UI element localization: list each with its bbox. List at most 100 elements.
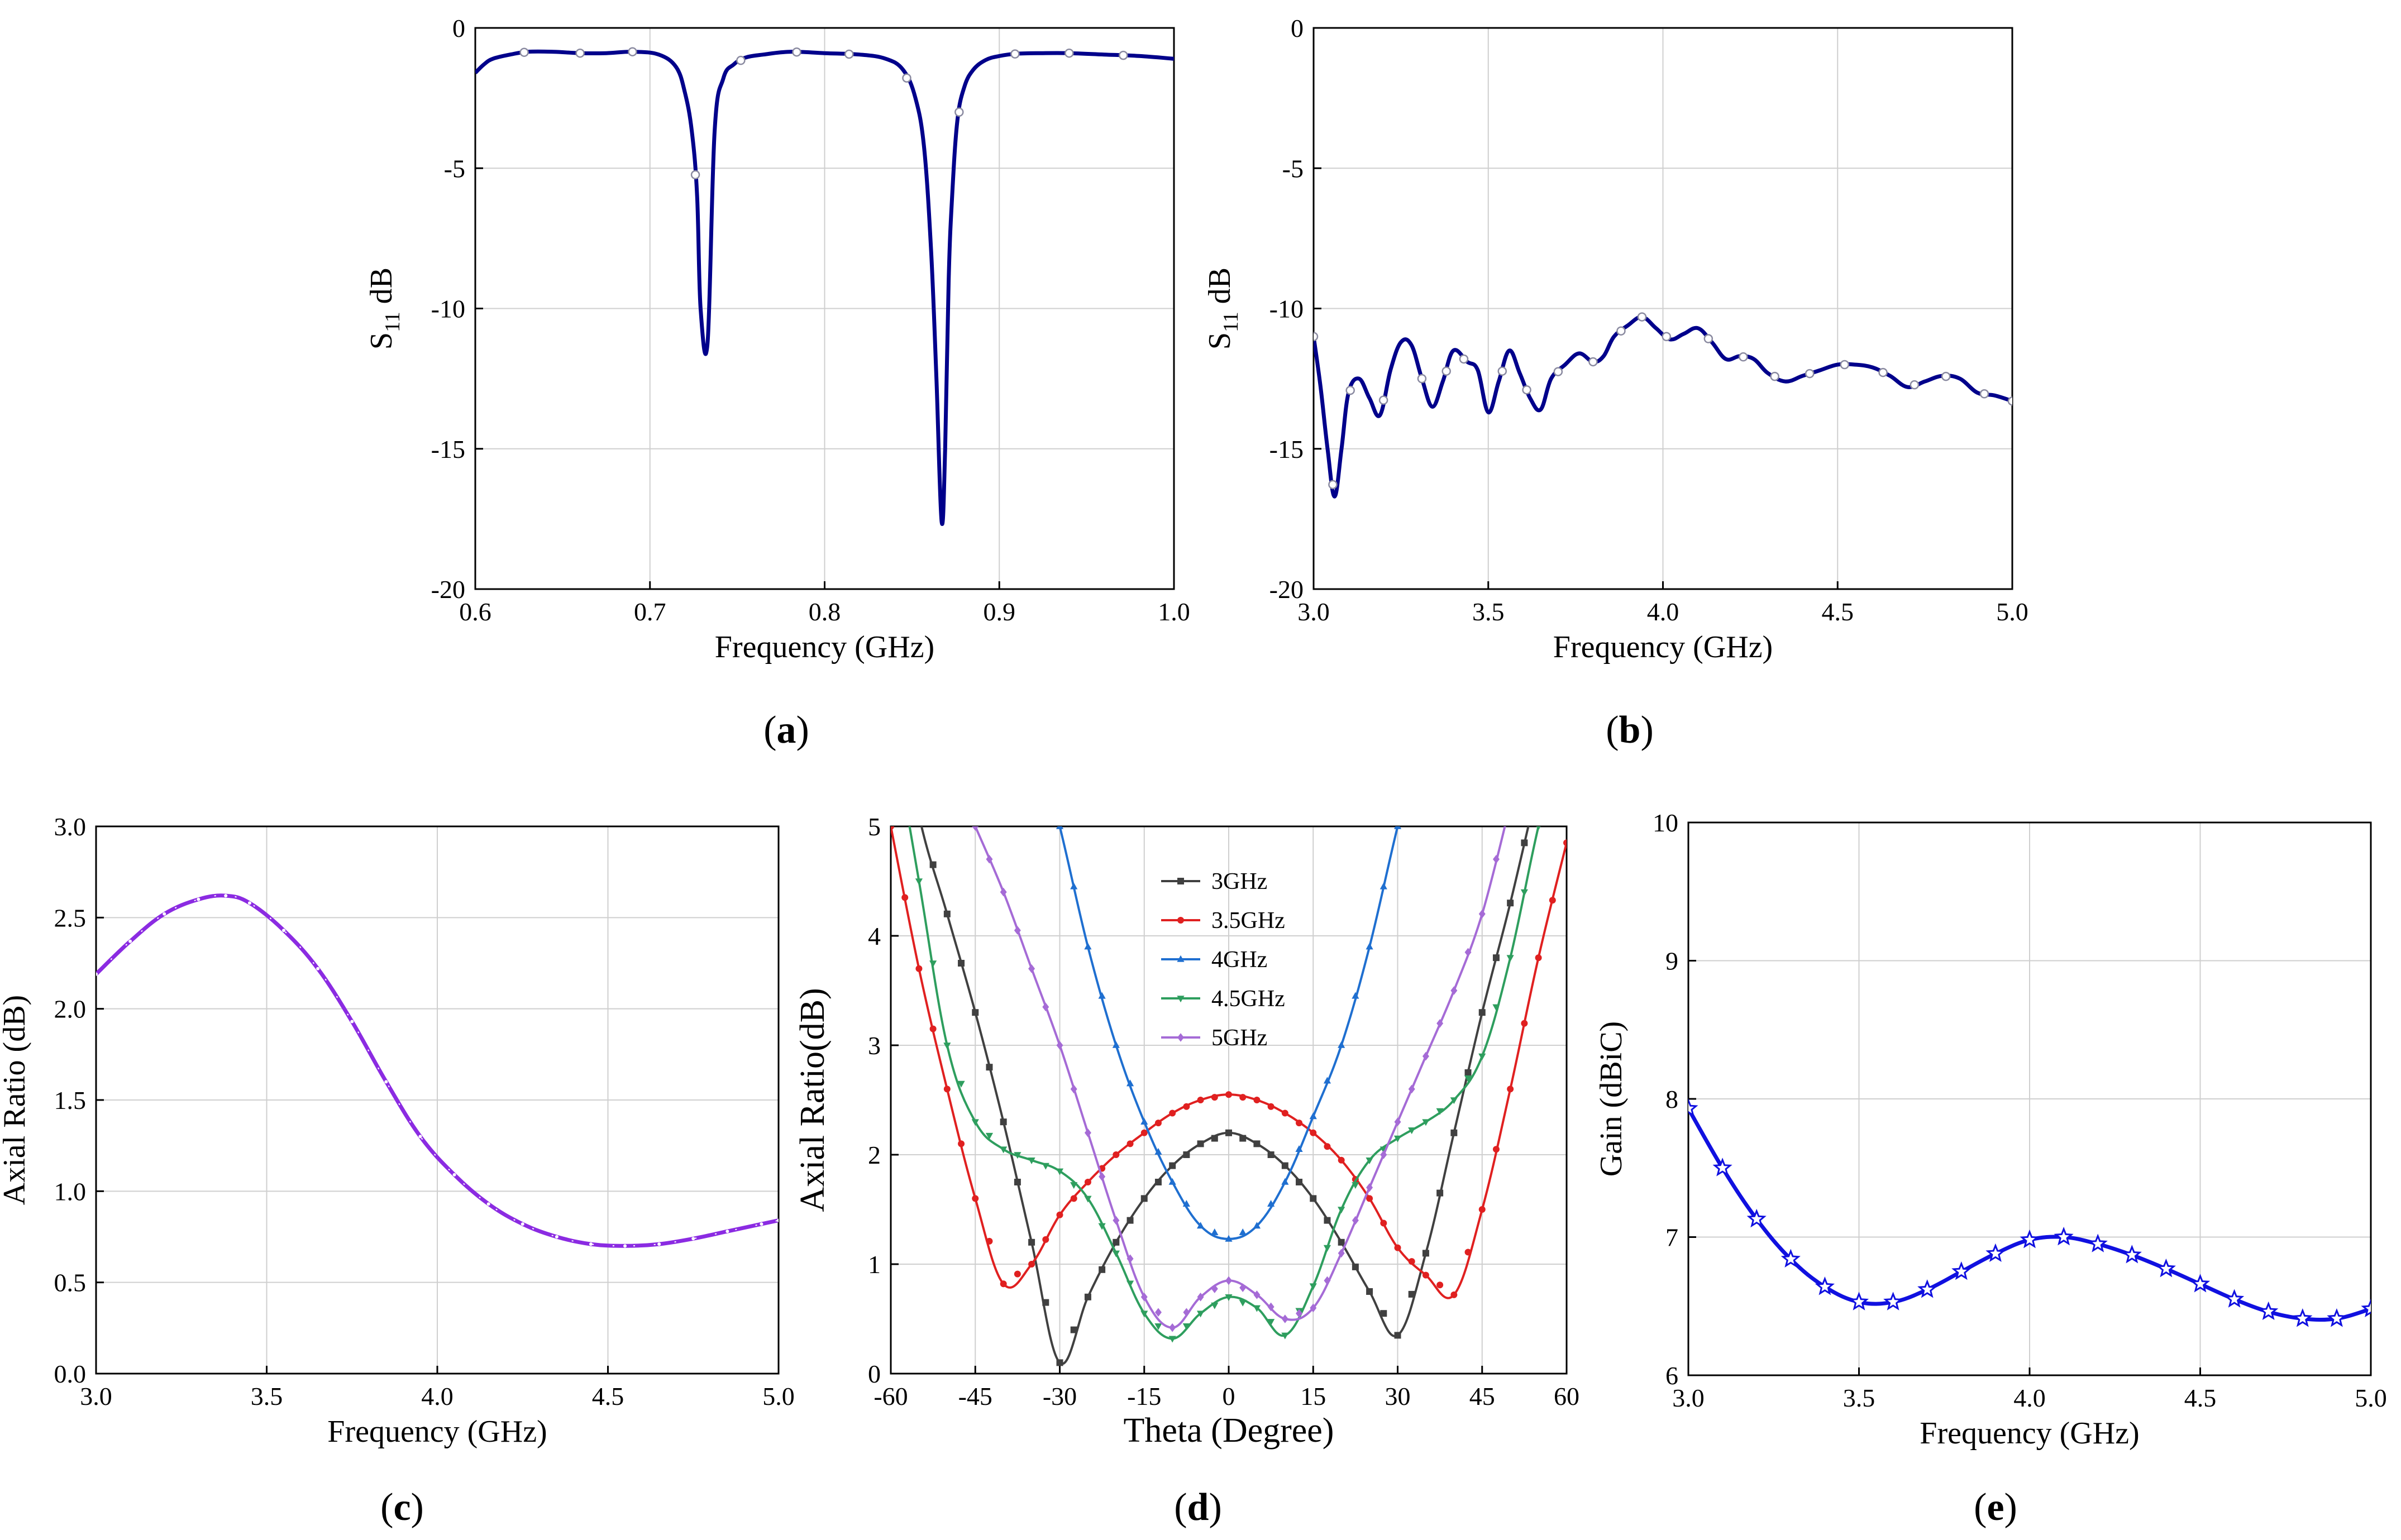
x-tick-label: 0.9	[984, 597, 1016, 626]
data-point	[1917, 1279, 1937, 1298]
x-tick-label: 3.0	[80, 1382, 112, 1410]
data-point	[1126, 1254, 1134, 1263]
data-point	[519, 47, 529, 57]
data-point	[1056, 1168, 1064, 1175]
data-point	[1553, 367, 1563, 376]
plot-frame	[474, 27, 1175, 590]
x-tick-label: 4.5	[1822, 597, 1854, 626]
data-point	[1536, 826, 1541, 831]
data-point	[1042, 1163, 1049, 1170]
plot-frame	[1312, 27, 2013, 590]
data-point	[1042, 1299, 1049, 1306]
data-point	[1781, 1249, 1801, 1268]
data-point	[1295, 1145, 1303, 1152]
x-tick-label: 0	[1223, 1382, 1235, 1410]
data-point	[957, 1080, 965, 1088]
data-point	[1309, 1112, 1317, 1120]
data-point	[1028, 1261, 1035, 1268]
data-point	[1281, 1314, 1288, 1323]
data-point	[1098, 992, 1106, 999]
data-point	[1099, 1172, 1106, 1181]
data-point	[1281, 1162, 1288, 1169]
y-axis-label: S11 dB	[364, 267, 404, 350]
x-tick-label: 4.5	[2184, 1384, 2217, 1412]
data-point	[1366, 1183, 1373, 1192]
legend-entry: 3.5GHz	[1211, 908, 1285, 934]
data-point	[1507, 900, 1514, 907]
data-point	[1168, 1336, 1176, 1343]
data-point	[1253, 1140, 1261, 1147]
data-point	[1225, 1276, 1232, 1285]
y-tick-label: 2.5	[54, 903, 87, 932]
data-point	[1197, 1293, 1204, 1302]
data-point	[1310, 1303, 1317, 1313]
data-point	[1126, 1079, 1134, 1087]
data-point	[1352, 992, 1359, 999]
data-point	[1521, 839, 1528, 846]
data-point	[902, 73, 911, 83]
data-point	[1492, 1146, 1500, 1153]
series-line-5GHz	[974, 826, 1506, 1329]
panel-label-e: (e)	[1974, 1486, 2017, 1529]
data-point	[1450, 1129, 1458, 1136]
y-axis-label: Axial Ratio(dB)	[794, 988, 832, 1212]
data-point	[1140, 1129, 1148, 1136]
data-point	[1380, 1150, 1387, 1159]
x-tick-label: 1.0	[1158, 597, 1190, 626]
data-point	[2327, 1308, 2347, 1327]
data-point	[1422, 1250, 1429, 1257]
data-point	[1113, 1216, 1120, 1225]
data-point	[1878, 367, 1888, 377]
y-tick-label: 1	[868, 1250, 881, 1279]
data-point	[1338, 1041, 1345, 1048]
data-point	[2007, 396, 2012, 406]
y-tick-label: -5	[1282, 154, 1304, 183]
data-point	[915, 965, 923, 972]
y-tick-label: 0	[868, 1360, 881, 1388]
data-point	[1478, 1053, 1486, 1060]
series-line	[1314, 315, 2012, 499]
data-point	[943, 1042, 951, 1050]
data-point	[1014, 1152, 1022, 1159]
data-point	[1042, 1002, 1049, 1012]
y-tick-label: 1.0	[54, 1177, 87, 1206]
data-point	[1154, 1308, 1162, 1317]
data-point	[1126, 1280, 1134, 1288]
data-point	[2020, 1229, 2040, 1249]
data-point	[972, 826, 979, 831]
series-line	[1688, 1107, 2371, 1322]
x-axis-label: Frequency (GHz)	[327, 1414, 547, 1449]
y-tick-label: 0.5	[54, 1269, 87, 1297]
data-point	[1459, 354, 1469, 364]
data-point	[418, 1135, 422, 1139]
data-point	[1296, 1120, 1303, 1127]
legend-marker	[1177, 1033, 1184, 1042]
data-point	[1436, 1281, 1444, 1289]
y-tick-label: 1.5	[54, 1086, 87, 1115]
x-tick-label: 60	[1554, 1382, 1579, 1410]
data-point	[623, 1244, 627, 1248]
data-point	[985, 1132, 994, 1140]
data-point	[2293, 1308, 2313, 1327]
data-point	[1324, 1276, 1331, 1285]
y-tick-label: 9	[1665, 947, 1678, 975]
y-tick-label: -10	[1269, 295, 1304, 323]
data-point	[1338, 1207, 1345, 1214]
data-point	[1394, 1332, 1401, 1339]
data-point	[1211, 1228, 1219, 1235]
data-point	[1113, 1238, 1120, 1246]
data-point	[1393, 826, 1402, 829]
x-tick-label: 3.0	[1297, 597, 1330, 626]
data-point	[1464, 1075, 1472, 1082]
data-point	[1883, 1292, 1903, 1311]
x-tick-label: 4.5	[592, 1382, 624, 1410]
data-point	[929, 861, 937, 868]
data-point	[555, 1235, 559, 1238]
data-point	[1380, 1310, 1387, 1317]
legend-entry: 4.5GHz	[1211, 986, 1285, 1012]
data-point	[657, 1242, 661, 1246]
data-point	[1746, 1208, 1767, 1228]
data-point	[1126, 1217, 1134, 1224]
data-point	[1154, 1147, 1162, 1155]
